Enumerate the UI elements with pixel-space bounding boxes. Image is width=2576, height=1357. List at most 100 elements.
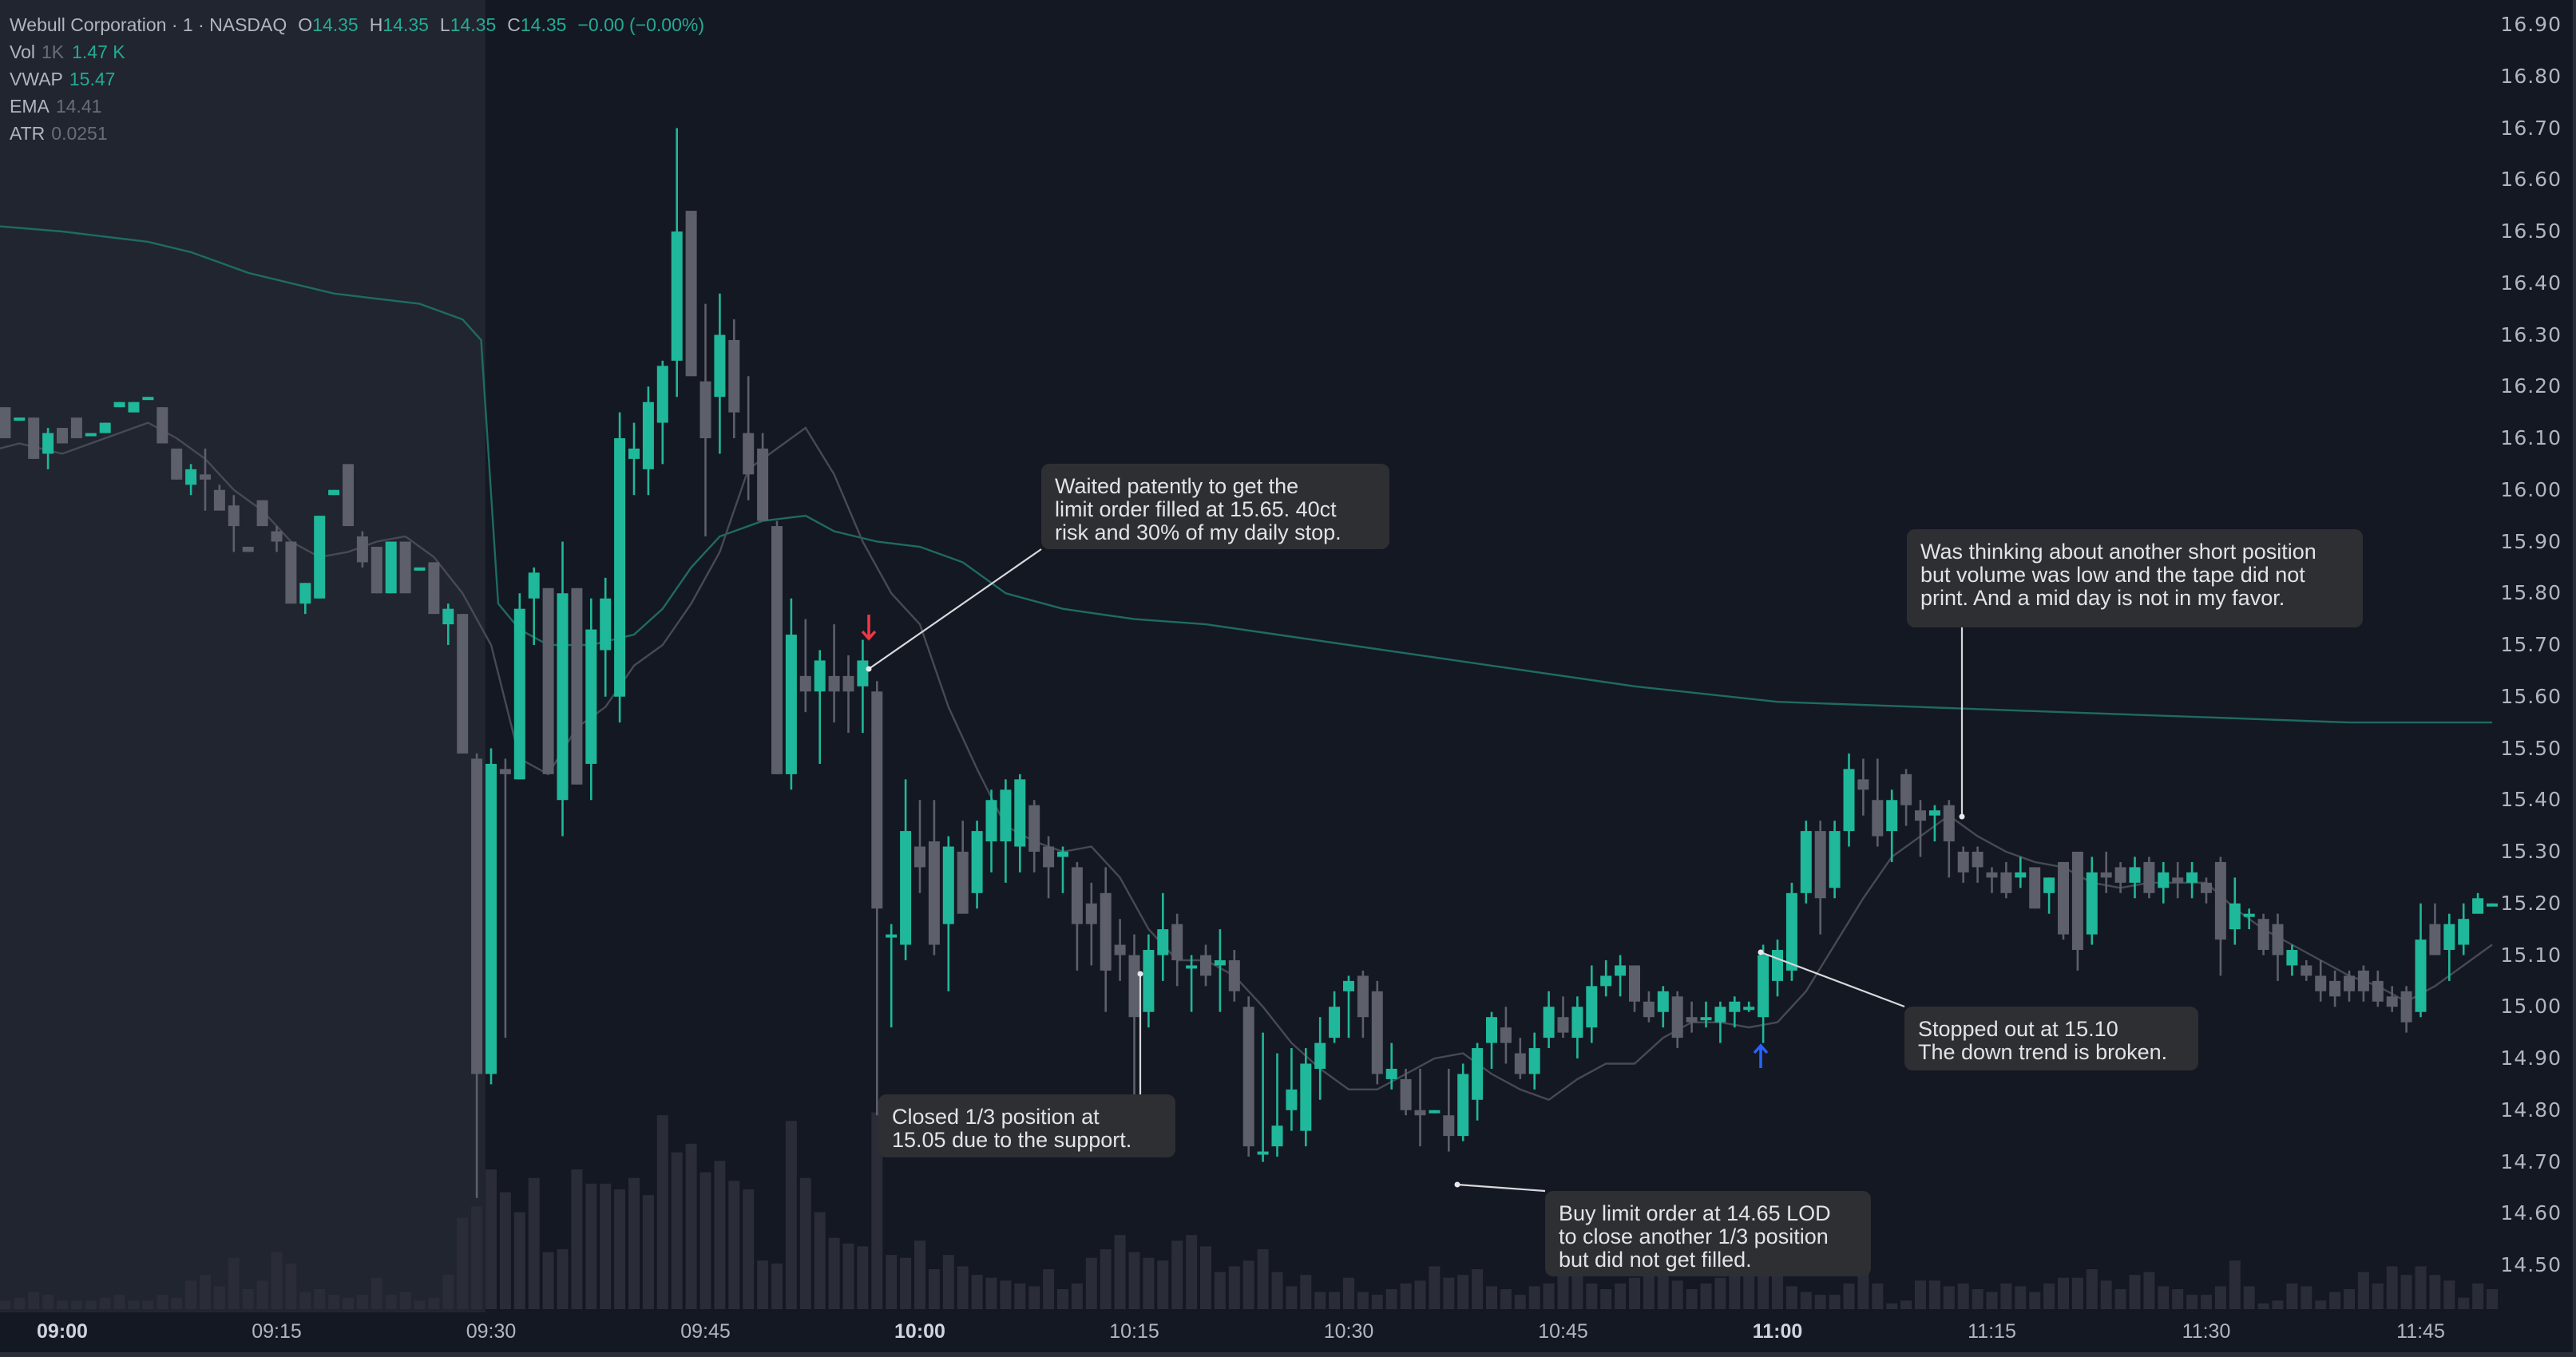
candle[interactable] xyxy=(1043,836,1055,899)
candle[interactable] xyxy=(328,489,340,496)
candle[interactable] xyxy=(1085,882,1097,966)
candle[interactable] xyxy=(1429,1110,1441,1114)
candle[interactable] xyxy=(1057,846,1068,893)
ema-indicator-row[interactable]: EMA 14.41 xyxy=(10,93,704,120)
candle[interactable] xyxy=(157,407,168,444)
candle[interactable] xyxy=(814,650,826,764)
candle[interactable] xyxy=(70,417,82,438)
candle[interactable] xyxy=(242,546,254,552)
candle[interactable] xyxy=(499,758,511,1039)
candle[interactable] xyxy=(2143,857,2155,899)
candle[interactable] xyxy=(2201,877,2212,904)
candle[interactable] xyxy=(0,407,11,438)
candle[interactable] xyxy=(371,546,382,594)
candle[interactable] xyxy=(2301,959,2312,981)
candle[interactable] xyxy=(671,128,683,398)
candle[interactable] xyxy=(828,624,840,723)
candle[interactable] xyxy=(1714,1001,1726,1043)
vwap-indicator-row[interactable]: VWAP 15.47 xyxy=(10,65,704,93)
candle[interactable] xyxy=(414,567,426,571)
candle[interactable] xyxy=(2229,877,2241,945)
candle[interactable] xyxy=(42,428,54,469)
candle[interactable] xyxy=(2487,903,2498,907)
candle[interactable] xyxy=(343,464,354,527)
candle[interactable] xyxy=(1686,1001,1698,1033)
candle[interactable] xyxy=(1671,991,1683,1049)
candle[interactable] xyxy=(957,821,969,914)
candle[interactable] xyxy=(656,360,668,465)
candle[interactable] xyxy=(1271,1053,1283,1157)
candle[interactable] xyxy=(1843,753,1855,847)
candle[interactable] xyxy=(1385,1042,1397,1090)
volume-indicator-row[interactable]: Vol 1K 1.47 K xyxy=(10,38,704,65)
candle[interactable] xyxy=(2043,877,2055,914)
candle[interactable] xyxy=(1457,1063,1469,1141)
candle[interactable] xyxy=(1486,1011,1497,1069)
candle[interactable] xyxy=(871,681,883,1116)
atr-indicator-row[interactable]: ATR 0.0251 xyxy=(10,120,704,147)
candle[interactable] xyxy=(2129,857,2141,899)
candle[interactable] xyxy=(128,402,140,413)
candle[interactable] xyxy=(971,821,983,909)
candle[interactable] xyxy=(256,500,268,527)
candle[interactable] xyxy=(1957,846,1969,883)
candle[interactable] xyxy=(2315,959,2327,1002)
candle[interactable] xyxy=(757,433,769,521)
candle[interactable] xyxy=(1514,1038,1526,1079)
candle[interactable] xyxy=(1729,996,1741,1028)
candle[interactable] xyxy=(1257,1032,1269,1162)
candle[interactable] xyxy=(1814,821,1826,935)
candle[interactable] xyxy=(2386,986,2398,1012)
candle[interactable] xyxy=(1200,944,1211,987)
candle[interactable] xyxy=(528,567,540,645)
candle[interactable] xyxy=(2458,903,2470,955)
candle[interactable] xyxy=(1928,805,1940,842)
candle[interactable] xyxy=(2000,861,2012,899)
candle[interactable] xyxy=(1014,773,1026,872)
candle[interactable] xyxy=(1214,929,1226,1012)
candle[interactable] xyxy=(2214,857,2226,976)
candle[interactable] xyxy=(85,433,97,437)
candle[interactable] xyxy=(1615,955,1627,997)
candle[interactable] xyxy=(314,516,326,599)
candle[interactable] xyxy=(28,417,40,459)
candle[interactable] xyxy=(2071,852,2083,971)
candle[interactable] xyxy=(1114,919,1126,981)
candle[interactable] xyxy=(1171,913,1183,987)
candle[interactable] xyxy=(113,402,125,408)
candle[interactable] xyxy=(2243,908,2255,930)
candle[interactable] xyxy=(642,386,654,496)
candle[interactable] xyxy=(2158,861,2170,904)
candle[interactable] xyxy=(1643,991,1655,1023)
candle[interactable] xyxy=(771,520,783,774)
candle[interactable] xyxy=(1100,867,1112,1012)
candle[interactable] xyxy=(2114,861,2126,893)
candle[interactable] xyxy=(1829,821,1841,899)
candle[interactable] xyxy=(2172,861,2184,899)
candle[interactable] xyxy=(271,526,283,552)
candle[interactable] xyxy=(285,541,297,604)
note-short-thought[interactable]: Was thinking about another short positio… xyxy=(1907,529,2363,627)
candle[interactable] xyxy=(1028,800,1040,872)
candle[interactable] xyxy=(900,779,912,960)
candle[interactable] xyxy=(2372,970,2384,1007)
candle[interactable] xyxy=(1571,996,1583,1058)
candle[interactable] xyxy=(1500,1007,1512,1064)
note-cover-third[interactable]: Closed 1/3 position at 15.05 due to the … xyxy=(878,1094,1175,1157)
candle[interactable] xyxy=(99,422,111,433)
candle[interactable] xyxy=(1314,1017,1326,1100)
candle[interactable] xyxy=(2272,913,2284,981)
candle[interactable] xyxy=(1586,965,1598,1043)
candle[interactable] xyxy=(1943,800,1955,878)
candle[interactable] xyxy=(2443,913,2455,981)
candle[interactable] xyxy=(1357,970,1369,1039)
candle[interactable] xyxy=(1872,758,1884,847)
candle[interactable] xyxy=(1128,934,1140,1100)
candle[interactable] xyxy=(1242,996,1254,1157)
candle[interactable] xyxy=(1071,861,1083,971)
candle[interactable] xyxy=(2329,970,2341,1007)
candle[interactable] xyxy=(2029,867,2041,909)
candle[interactable] xyxy=(185,464,197,496)
candle[interactable] xyxy=(228,495,240,552)
candle[interactable] xyxy=(1228,950,1240,1002)
